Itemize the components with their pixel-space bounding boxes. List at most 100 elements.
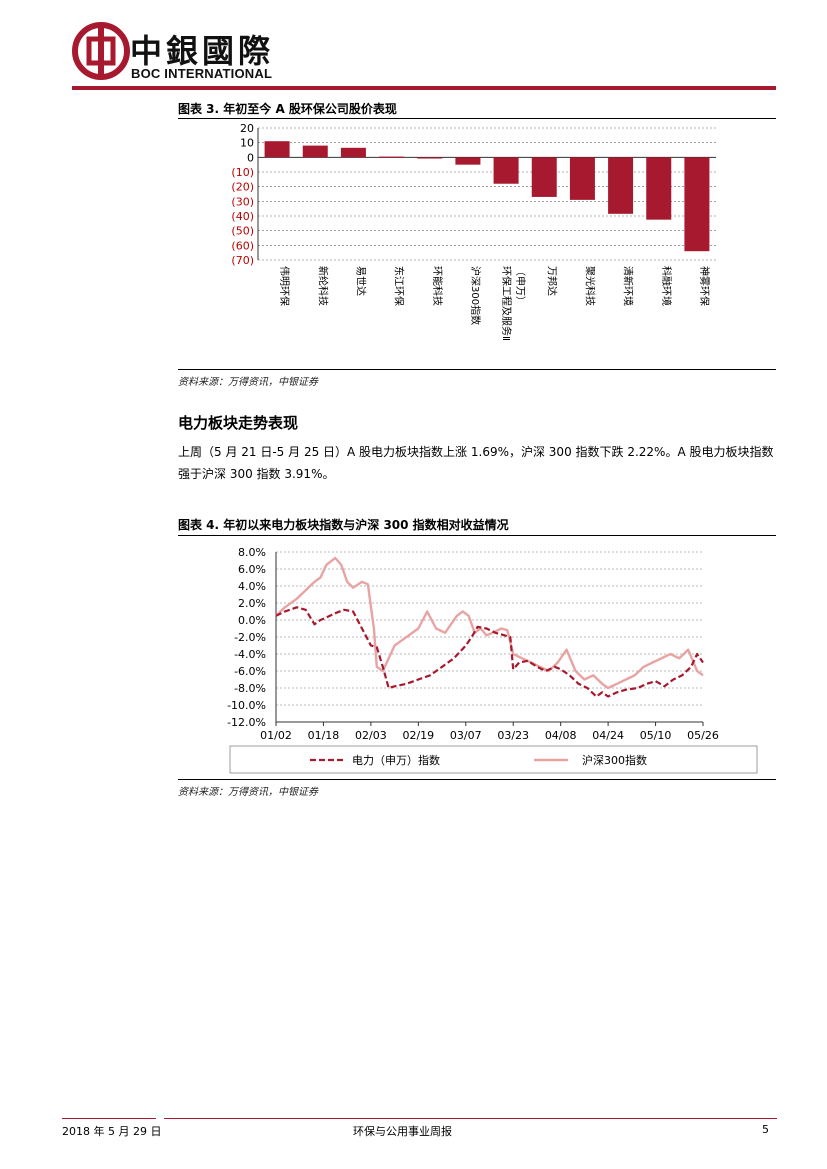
figure4-title-rule [178,535,776,536]
bar-y-tick-label: (40) [231,210,254,223]
figure3-title-rule [178,118,776,119]
bar-x-tick-label: 科融环境 [660,266,673,306]
bar-5 [455,157,481,165]
bar-x-label-group: 伟明环保 [278,266,291,306]
bar-x-label-group: 环保工程及服务Ⅱ （申万） [500,266,527,341]
figure3-bar-chart: 20 100 (10) (20)(30) (40) (50)(60) (70) 伟明环保 新纶… [231,122,716,341]
bar-chart-y-ticks: 20 100 (10) (20)(30) (40) (50)(60) (70) [231,122,254,267]
line-x-tick-label: 02/19 [402,729,434,742]
bar-y-tick-label: 20 [240,122,254,135]
line-y-tick-label: 8.0% [238,546,266,559]
footer-rule-left [62,1118,156,1119]
bar-x-tick-label: 环能科技 [431,266,444,306]
bar-chart-grid [257,127,716,261]
bar-3 [379,156,405,158]
bar-x-label-group: 科融环境 [660,266,673,306]
bar-x-tick-label: 万邦达 [545,266,558,296]
legend-label-1: 沪深300指数 [582,753,647,767]
bar-x-label-group: 环能科技 [431,266,444,306]
line-x-tick-label: 03/23 [497,729,529,742]
line-chart-legend: 电力（申万）指数 沪深300指数 [229,745,758,774]
line-y-tick-label: -10.0% [227,699,266,712]
line-y-tick-label: -4.0% [234,648,266,661]
line-chart-y-ticks: 8.0% 6.0% 4.0% 2.0% 0.0% -2.0% -4.0% -6.0% -8.0%… [227,546,266,729]
bar-y-tick-label: (10) [231,166,254,179]
section-heading: 电力板块走势表现 [178,414,299,432]
bar-x-tick-label: 东江环保 [393,266,406,306]
bar-y-tick-label: (60) [231,239,254,252]
section-paragraph: 上周（5 月 21 日-5 月 25 日）A 股电力板块指数上涨 1.69%，沪… [178,445,774,481]
figure3-bottom-rule [178,369,776,370]
figure4-source: 资料来源：万得资讯，中银证券 [178,787,318,798]
bar-8 [569,157,595,200]
bar-1 [302,145,328,158]
logo-chinese-name: 中銀國際 [130,32,275,70]
figure4-title: 图表 4. 年初以来电力板块指数与沪深 300 指数相对收益情况 [178,518,509,532]
line-x-tick-label: 05/10 [640,729,672,742]
bar-y-tick-label: (20) [231,181,254,194]
footer-page-number: 5 [762,1123,769,1136]
bar-x-tick-label: 清新环境 [622,266,635,306]
bar-x-tick-label: 伟明环保 [278,266,291,306]
bar-x-label-group: 新纶科技 [316,266,329,306]
bar-10 [646,157,672,220]
bar-x-label-group: 沪深300指数 [469,266,482,325]
bar-x-label-group: 东江环保 [393,266,406,306]
bar-y-tick-label: 10 [240,137,254,150]
line-x-tick-label: 03/07 [450,729,482,742]
line-x-tick-label: 01/18 [308,729,340,742]
bar-x-tick-label: 聚光科技 [583,266,596,306]
bar-x-tick-label: 易世达 [354,266,366,296]
legend-box [229,745,758,774]
line-y-tick-label: 2.0% [238,597,266,610]
logo-english-name: BOC INTERNATIONAL [131,66,273,81]
bar-chart-x-labels: 伟明环保 新纶科技 易世达 东江环保 环能科技 沪深300指数 环保工程及服务Ⅱ （申万） 万邦… [278,266,711,341]
line-x-tick-label: 01/02 [260,729,292,742]
bar-x-label-group: 聚光科技 [583,266,596,306]
bar-x-tick-label: 环保工程及服务Ⅱ [500,266,513,341]
bar-y-tick-label: (30) [231,195,254,208]
bar-6 [493,157,519,184]
bar-y-tick-label: (50) [231,225,254,238]
line-series-csi300 [275,556,704,690]
legend-label-0: 电力（申万）指数 [352,753,440,767]
footer-rule-right [164,1118,777,1119]
bar-7 [531,157,557,197]
bar-2 [340,147,366,158]
figure3-title: 图表 3. 年初至今 A 股环保公司股价表现 [178,102,397,116]
bar-x-tick-label: （申万） [514,266,527,306]
figure4-line-chart: 8.0% 6.0% 4.0% 2.0% 0.0% -2.0% -4.0% -6.0% -8.0%… [227,546,758,774]
boc-coin-icon [72,22,130,80]
figure3-source: 资料来源：万得资讯，中银证券 [178,377,318,388]
bar-x-tick-label: 神雾环保 [698,266,711,306]
footer-report-title: 环保与公用事业周报 [353,1125,452,1138]
bar-4 [417,157,443,159]
line-y-tick-label: -6.0% [234,665,266,678]
line-y-tick-label: -12.0% [227,716,266,729]
bar-y-tick-label: 0 [247,151,254,164]
bar-x-tick-label: 新纶科技 [316,266,329,306]
bar-9 [608,157,634,214]
footer-date: 2018 年 5 月 29 日 [62,1125,162,1138]
bar-x-label-group: 万邦达 [545,266,558,296]
bar-11 [684,157,710,252]
line-x-tick-label: 02/03 [355,729,387,742]
line-x-tick-label: 05/26 [687,729,719,742]
bar-y-tick-label: (70) [231,254,254,267]
bar-x-label-group: 清新环境 [622,266,635,306]
bar-x-tick-label: 沪深300指数 [469,266,482,325]
line-chart-grid [275,551,703,723]
header-divider [72,86,776,90]
line-chart-x-ticks: 01/02 01/18 02/03 02/19 03/07 03/23 04/08 04/24… [260,722,719,742]
line-chart-series [275,556,704,698]
line-y-tick-label: -2.0% [234,631,266,644]
line-x-tick-label: 04/08 [545,729,577,742]
bar-x-label-group: 易世达 [354,266,366,296]
line-series-power-index [275,606,704,698]
figure4-bottom-rule [178,779,776,780]
line-x-tick-label: 04/24 [592,729,624,742]
line-y-tick-label: 6.0% [238,563,266,576]
bar-0 [264,141,290,158]
bar-chart-bars [264,141,710,252]
line-y-tick-label: 0.0% [238,614,266,627]
